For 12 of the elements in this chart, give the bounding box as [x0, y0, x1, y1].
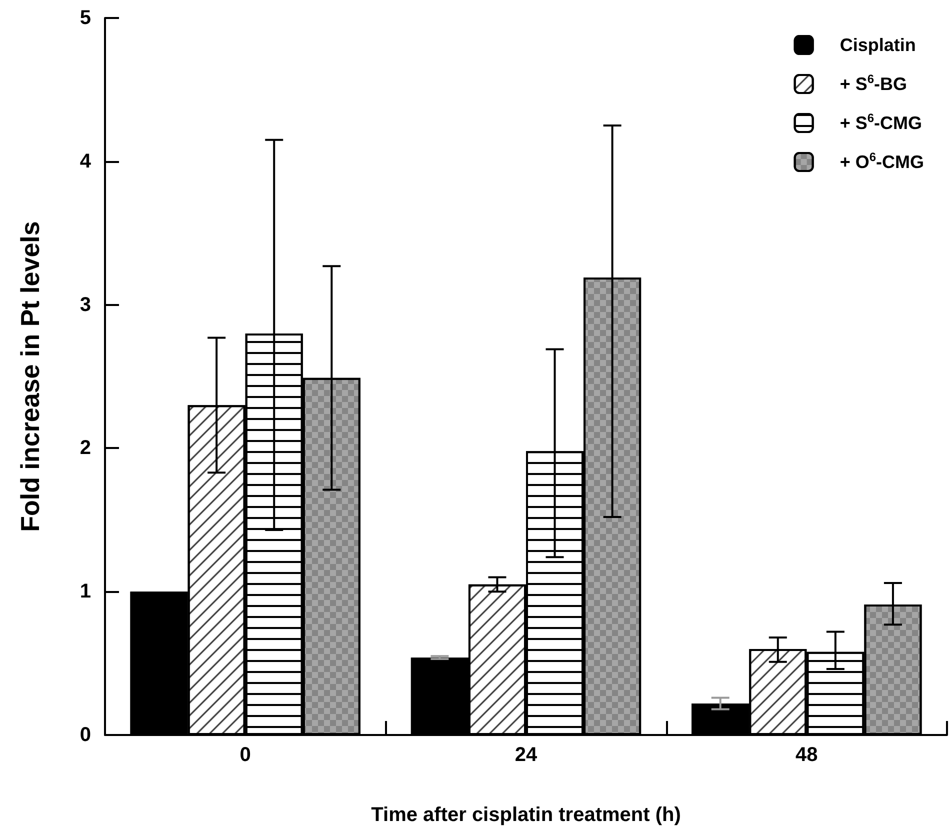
y-axis-title: Fold increase in Pt levels [15, 221, 45, 532]
y-tick-label: 2 [80, 437, 91, 460]
x-tick-label: 48 [796, 744, 818, 766]
x-tick-label: 24 [514, 744, 538, 766]
y-tick-label: 4 [80, 150, 92, 172]
y-tick-label: 3 [80, 294, 91, 316]
x-axis-title: Time after cisplatin treatment (h) [371, 804, 681, 826]
y-tick-label: 1 [80, 580, 91, 603]
legend-label: Cisplatin [840, 35, 916, 55]
y-tick-label: 5 [80, 7, 91, 29]
y-tick-label: 0 [80, 724, 91, 746]
x-tick-label: 0 [240, 744, 251, 766]
